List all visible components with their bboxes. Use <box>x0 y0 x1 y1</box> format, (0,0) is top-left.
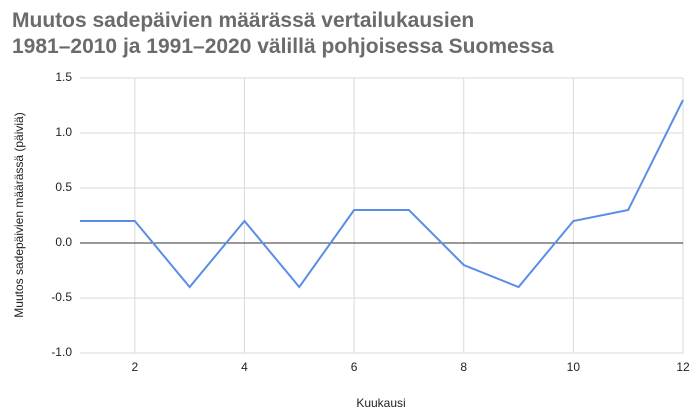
y-tick-label: 0.0 <box>55 235 72 249</box>
x-tick-label: 4 <box>241 360 248 374</box>
y-tick-label: -1.0 <box>51 345 72 359</box>
data-line <box>80 99 684 289</box>
y-tick-label: 1.0 <box>55 125 72 139</box>
x-tick-label: 2 <box>131 360 138 374</box>
x-tick-label: 8 <box>460 360 467 374</box>
chart-title: Muutos sadepäivien määrässä vertailukaus… <box>12 9 474 32</box>
y-tick-label: -0.5 <box>51 290 72 304</box>
x-tick-label: 10 <box>567 360 581 374</box>
y-tick-label: 1.5 <box>55 70 72 84</box>
y-tick-label: 0.5 <box>55 180 72 194</box>
y-axis-label: Muutos sadepäivien määrässä (päiviä) <box>12 112 26 317</box>
x-tick-label: 6 <box>351 360 358 374</box>
x-tick-label: 12 <box>676 360 690 374</box>
x-axis-label: Kuukausi <box>356 396 405 410</box>
chart-title: 1981–2010 ja 1991–2020 välillä pohjoises… <box>12 35 554 58</box>
